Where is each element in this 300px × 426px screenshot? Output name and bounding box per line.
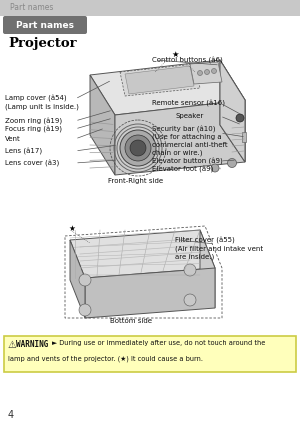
- Polygon shape: [85, 268, 215, 318]
- Circle shape: [130, 140, 146, 156]
- Text: Speaker: Speaker: [175, 113, 203, 119]
- Text: Part names: Part names: [16, 20, 74, 29]
- Circle shape: [184, 294, 196, 306]
- Polygon shape: [115, 100, 245, 175]
- Text: (Lamp unit is inside.): (Lamp unit is inside.): [5, 103, 79, 109]
- Polygon shape: [90, 75, 115, 175]
- Circle shape: [212, 69, 217, 74]
- Circle shape: [211, 164, 219, 172]
- Polygon shape: [70, 230, 215, 278]
- Text: Lens cover (â3): Lens cover (â3): [5, 160, 59, 167]
- Bar: [242, 132, 246, 142]
- Text: Vent: Vent: [5, 136, 21, 142]
- Text: Zoom ring (â19): Zoom ring (â19): [5, 118, 62, 125]
- Polygon shape: [220, 60, 245, 162]
- Text: ★: ★: [69, 224, 75, 233]
- Circle shape: [205, 69, 209, 75]
- Text: Part names: Part names: [10, 3, 53, 12]
- Text: (Use for attaching a: (Use for attaching a: [152, 134, 222, 141]
- Text: Bottom side: Bottom side: [110, 318, 152, 324]
- Circle shape: [120, 130, 156, 166]
- Polygon shape: [190, 62, 222, 84]
- Circle shape: [79, 304, 91, 316]
- Text: ⚠: ⚠: [8, 340, 17, 350]
- Circle shape: [227, 158, 236, 167]
- FancyBboxPatch shape: [4, 336, 296, 372]
- Text: Elevator button (â9): Elevator button (â9): [152, 158, 223, 165]
- Circle shape: [125, 135, 151, 161]
- Circle shape: [197, 70, 202, 75]
- Text: Remote sensor (â16): Remote sensor (â16): [152, 100, 225, 107]
- Text: commercial anti-theft: commercial anti-theft: [152, 142, 228, 148]
- Text: Lens (â17): Lens (â17): [5, 148, 42, 155]
- Text: Elevator foot (â9): Elevator foot (â9): [152, 166, 213, 173]
- Polygon shape: [90, 60, 245, 115]
- Polygon shape: [125, 66, 194, 94]
- Polygon shape: [120, 64, 200, 96]
- Polygon shape: [70, 240, 85, 318]
- Text: 4: 4: [8, 410, 14, 420]
- Circle shape: [236, 114, 244, 122]
- FancyBboxPatch shape: [3, 16, 87, 34]
- Text: Lamp cover (â54): Lamp cover (â54): [5, 95, 67, 102]
- Text: are inside.): are inside.): [175, 253, 214, 259]
- Polygon shape: [220, 60, 245, 162]
- Text: Control buttons (â6): Control buttons (â6): [152, 57, 223, 64]
- Polygon shape: [200, 230, 215, 308]
- Text: lamp and vents of the projector. (★) It could cause a burn.: lamp and vents of the projector. (★) It …: [8, 355, 203, 362]
- Text: Focus ring (â19): Focus ring (â19): [5, 126, 62, 133]
- Bar: [0, 0, 300, 16]
- Circle shape: [184, 264, 196, 276]
- Text: ★: ★: [171, 49, 179, 58]
- Text: WARNING: WARNING: [16, 340, 48, 349]
- Text: Filter cover (â55): Filter cover (â55): [175, 237, 235, 244]
- Text: Front-Right side: Front-Right side: [108, 178, 163, 184]
- Text: (Air filter and intake vent: (Air filter and intake vent: [175, 245, 263, 251]
- Text: chain or wire.): chain or wire.): [152, 150, 202, 156]
- Text: ► During use or immediately after use, do not touch around the: ► During use or immediately after use, d…: [52, 340, 266, 346]
- Text: Security bar (â10): Security bar (â10): [152, 126, 215, 133]
- Text: Projector: Projector: [8, 37, 76, 49]
- Circle shape: [79, 274, 91, 286]
